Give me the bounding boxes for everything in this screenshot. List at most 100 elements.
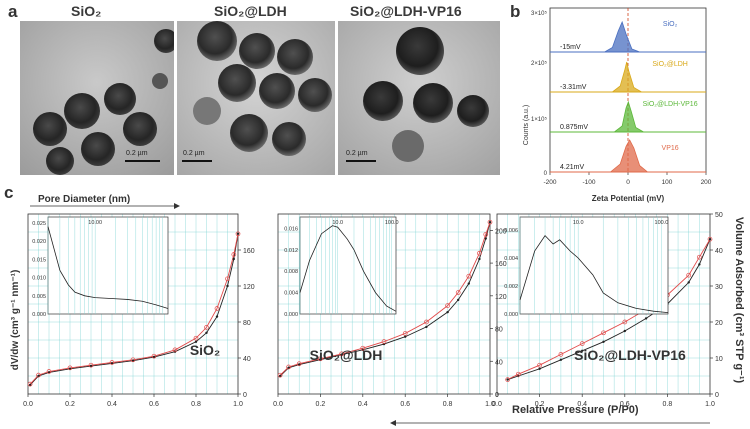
- inset-xtick-label: 10.0: [573, 220, 584, 226]
- pore-distribution-curve: [519, 234, 669, 313]
- zeta-peak: [603, 20, 640, 53]
- desorption-point: [296, 361, 302, 367]
- desorption-point: [151, 353, 157, 359]
- zeta-peak: [609, 139, 649, 173]
- bet-plot-frame: [27, 213, 239, 395]
- adsorption-point: [68, 367, 72, 370]
- tem-micrograph-sio2: [20, 21, 174, 175]
- zeta-ytick-label: 3×10⁵: [531, 10, 548, 17]
- desorption-point: [445, 303, 450, 308]
- desorption-point: [537, 362, 542, 368]
- adsorption-point: [446, 310, 449, 314]
- desorption-point: [579, 341, 585, 346]
- tem-image-sio2-ldh: 0.2 µm: [177, 21, 335, 175]
- desorption-point: [505, 377, 510, 382]
- bet-xtick-label: 0.0: [23, 401, 33, 408]
- zeta-peak-label: 4.21mV: [560, 164, 584, 171]
- bet-xtick-label: 1.0: [485, 401, 495, 408]
- bet-ytick-label: 50: [715, 212, 723, 219]
- inset-ytick-label: 0.025: [32, 221, 46, 227]
- zeta-ytick-label: 0: [544, 171, 548, 177]
- inset-xtick-label: 100.0: [655, 220, 669, 226]
- inset-ytick-label: 0.010: [32, 276, 46, 282]
- desorption-point: [36, 372, 41, 378]
- dvdw-label: dV/dw (cm³ g⁻¹ nm⁻¹): [10, 270, 21, 371]
- inset-ytick-label: 0.020: [32, 239, 46, 245]
- adsorption-point: [457, 298, 460, 302]
- desorption-point: [318, 356, 323, 362]
- adsorption-point: [194, 340, 198, 343]
- adsorption-point: [205, 331, 208, 334]
- bet-ytick-label: 80: [495, 327, 503, 334]
- adsorption-point: [215, 315, 219, 318]
- tem-title-sio2: SiO₂: [71, 3, 102, 19]
- pore-diameter-label: Pore Diameter (nm): [38, 194, 130, 205]
- bet-xtick-label: 0.4: [577, 401, 587, 408]
- adsorption-point: [559, 358, 563, 361]
- zeta-ylabel: Counts (a.u.): [523, 105, 530, 145]
- adsorption-point: [623, 329, 626, 333]
- inset-ytick-label: 0.000: [284, 312, 298, 318]
- tem-scale-sio2-ldh: 0.2 µm: [183, 150, 205, 157]
- adsorption-point: [298, 363, 301, 366]
- bet-ytick-label: 40: [495, 359, 503, 366]
- adsorption-point: [236, 232, 240, 235]
- zeta-peak: [611, 61, 644, 93]
- adsorption-point: [131, 359, 135, 362]
- bet-xtick-label: 0.8: [191, 401, 201, 408]
- desorption-point: [172, 347, 178, 353]
- desorption-point: [402, 331, 408, 336]
- desorption-point: [231, 252, 237, 257]
- zeta-series-name: VP16: [662, 145, 679, 152]
- panel-label-a: a: [8, 2, 18, 21]
- desorption-point: [339, 351, 344, 357]
- zeta-xtick-label: 200: [701, 179, 712, 186]
- desorption-point: [622, 319, 628, 325]
- desorption-point: [67, 365, 73, 371]
- adsorption-point: [488, 220, 492, 224]
- desorption-point: [27, 381, 33, 387]
- tem-title-sio2-ldh: SiO₂@LDH: [214, 3, 287, 19]
- adsorption-point: [506, 378, 509, 381]
- bet-ytick-label: 30: [715, 284, 723, 291]
- adsorption-point: [425, 325, 428, 329]
- bet-ytick-label: 120: [495, 294, 507, 301]
- inset-ytick-label: 0.006: [504, 228, 518, 234]
- inset-ytick-label: 0.004: [504, 256, 518, 262]
- zeta-ytick-label: 1×10⁵: [531, 116, 548, 123]
- desorption-curve: [279, 222, 491, 376]
- zeta-peak-label: -15mV: [560, 44, 581, 51]
- inset-frame: [519, 216, 669, 315]
- bet-plot-frame: [496, 213, 711, 395]
- adsorption-point: [232, 257, 235, 261]
- bet-xtick-label: 0.2: [65, 401, 75, 408]
- pore-distribution-curve: [47, 226, 169, 309]
- inset-ytick-label: 0.012: [284, 248, 298, 254]
- desorption-point: [193, 335, 199, 341]
- desorption-point: [686, 272, 692, 278]
- tem-title-sio2-ldh-vp16: SiO₂@LDH-VP16: [350, 3, 462, 19]
- adsorption-point: [226, 284, 229, 288]
- desorption-point: [455, 290, 461, 295]
- zeta-potential-chart: Counts (a.u.) Zeta Potential (mV) 3×10⁵ 2…: [523, 7, 712, 203]
- adsorption-point: [404, 335, 407, 338]
- inset-ytick-label: 0.002: [504, 284, 518, 290]
- adsorption-point: [287, 366, 290, 370]
- bet-xtick-label: 1.0: [233, 401, 243, 408]
- bet-xtick-label: 0.2: [535, 401, 545, 408]
- bet-xtick-label: 0.4: [358, 401, 368, 408]
- inset-ytick-label: 0.008: [284, 269, 298, 275]
- bet-sample-label: SiO₂@LDH: [310, 347, 383, 363]
- adsorption-curve: [507, 239, 711, 381]
- bet-xtick-label: 0.8: [443, 401, 453, 408]
- desorption-point: [277, 372, 283, 378]
- bet-ytick-label: 80: [243, 320, 251, 327]
- bet-xtick-label: 0.2: [316, 401, 326, 408]
- zeta-series-name: SiO₂@LDH-VP16: [643, 101, 698, 108]
- adsorption-point: [152, 355, 156, 359]
- desorption-point: [707, 236, 713, 242]
- inset-xtick-label: 10.00: [88, 220, 102, 226]
- desorption-point: [109, 360, 115, 365]
- desorption-curve: [507, 238, 711, 381]
- adsorption-point: [278, 374, 282, 378]
